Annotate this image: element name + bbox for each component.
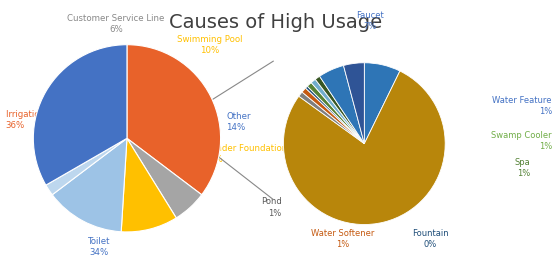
Wedge shape — [299, 92, 364, 144]
Wedge shape — [121, 138, 176, 232]
Wedge shape — [320, 65, 364, 144]
Wedge shape — [306, 86, 364, 144]
Text: Pond
1%: Pond 1% — [261, 197, 282, 218]
Wedge shape — [343, 63, 364, 144]
Wedge shape — [307, 83, 364, 144]
Text: Irrigation System
36%: Irrigation System 36% — [6, 110, 79, 130]
Wedge shape — [127, 45, 221, 195]
Wedge shape — [127, 138, 201, 218]
Text: Toilet
34%: Toilet 34% — [88, 237, 110, 257]
Wedge shape — [311, 79, 364, 144]
Wedge shape — [284, 71, 445, 225]
Text: Swamp Cooler
1%: Swamp Cooler 1% — [491, 131, 552, 151]
Wedge shape — [52, 138, 127, 232]
Wedge shape — [46, 138, 127, 195]
Text: Under Foundation
2%: Under Foundation 2% — [210, 144, 287, 164]
Text: Water Feature
1%: Water Feature 1% — [492, 96, 552, 117]
Wedge shape — [364, 63, 400, 144]
Text: Spa
1%: Spa 1% — [514, 157, 530, 178]
Wedge shape — [33, 45, 127, 185]
Text: Water Softener
1%: Water Softener 1% — [311, 229, 374, 250]
Text: Fountain
0%: Fountain 0% — [412, 229, 449, 250]
Text: Swimming Pool
10%: Swimming Pool 10% — [177, 35, 242, 55]
Text: Other
14%: Other 14% — [226, 112, 251, 132]
Text: Customer Service Line
6%: Customer Service Line 6% — [67, 14, 164, 34]
Wedge shape — [315, 76, 364, 144]
Text: Faucet
7%: Faucet 7% — [356, 11, 384, 31]
Wedge shape — [302, 88, 364, 144]
Text: Causes of High Usage: Causes of High Usage — [169, 13, 383, 32]
